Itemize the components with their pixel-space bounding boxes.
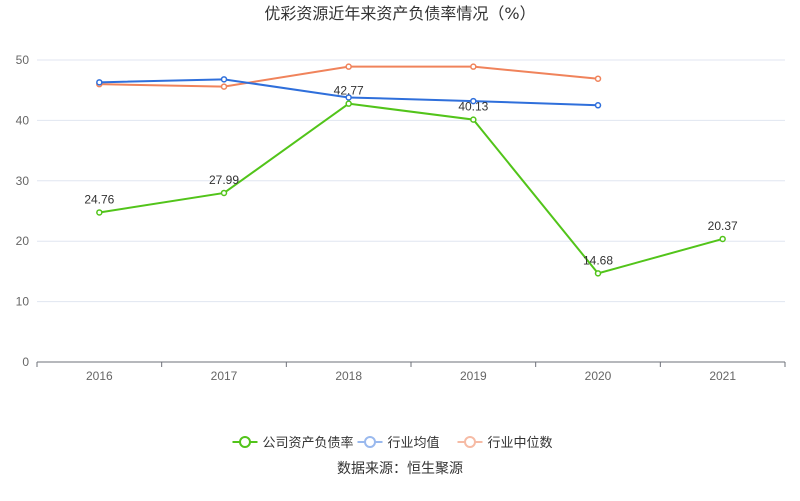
data-label: 42.77 — [334, 84, 364, 98]
legend-label: 公司资产负债率 — [263, 435, 354, 451]
data-label: 14.68 — [583, 253, 613, 267]
data-label: 40.13 — [458, 100, 488, 114]
y-tick-label: 50 — [16, 53, 30, 67]
y-tick-label: 30 — [16, 174, 30, 188]
data-point[interactable] — [470, 63, 477, 70]
series-2 — [96, 63, 602, 90]
x-tick-label: 2018 — [335, 369, 362, 383]
source-note: 数据来源：恒生聚源 — [337, 461, 463, 477]
legend[interactable]: 公司资产负债率 行业均值 行业中位数 — [232, 435, 553, 451]
data-point[interactable] — [96, 209, 103, 216]
data-point[interactable] — [220, 83, 228, 90]
data-point[interactable] — [594, 102, 602, 109]
legend-marker-icon — [364, 436, 376, 448]
legend-marker-icon — [464, 436, 476, 448]
data-label: 20.37 — [708, 219, 738, 233]
series-line — [99, 102, 723, 275]
data-point[interactable] — [594, 75, 602, 82]
x-tick-label: 2016 — [86, 369, 113, 383]
legend-item[interactable]: 公司资产负债率 — [232, 435, 354, 451]
x-tick-label: 2019 — [460, 369, 487, 383]
data-point[interactable] — [719, 235, 726, 243]
y-axis: 0 10 20 30 40 50 — [16, 53, 30, 369]
data-point[interactable] — [96, 79, 103, 86]
y-tick-label: 10 — [16, 295, 30, 309]
data-point[interactable] — [345, 63, 352, 70]
data-point[interactable] — [345, 94, 352, 101]
y-tick-label: 0 — [22, 355, 29, 369]
series-1 — [96, 76, 602, 109]
data-labels: 24.76 27.99 42.77 40.13 14.68 20.37 — [84, 84, 738, 268]
grid-lines — [37, 59, 785, 303]
legend-item[interactable]: 行业中位数 — [457, 436, 553, 451]
y-tick-label: 40 — [16, 113, 30, 127]
x-axis: 2016 2017 2018 2019 2020 2021 — [36, 361, 786, 383]
legend-label: 行业中位数 — [488, 436, 553, 451]
data-point[interactable] — [220, 76, 228, 83]
data-label: 24.76 — [84, 192, 114, 206]
series-layer — [96, 63, 726, 277]
data-point[interactable] — [470, 116, 477, 123]
series-0 — [96, 100, 726, 277]
x-tick-label: 2020 — [585, 369, 612, 383]
x-tick-label: 2017 — [211, 369, 238, 383]
legend-marker-icon — [239, 436, 251, 448]
y-tick-label: 20 — [16, 234, 30, 248]
chart-title: 优彩资源近年来资产负债率情况（%） — [264, 4, 535, 23]
legend-label: 行业均值 — [388, 435, 440, 451]
data-label: 27.99 — [209, 173, 239, 187]
data-point[interactable] — [470, 97, 477, 105]
x-tick-label: 2021 — [709, 369, 736, 383]
data-point[interactable] — [220, 189, 228, 197]
legend-item[interactable]: 行业均值 — [357, 435, 440, 451]
data-point[interactable] — [594, 270, 602, 277]
data-point[interactable] — [345, 100, 352, 107]
